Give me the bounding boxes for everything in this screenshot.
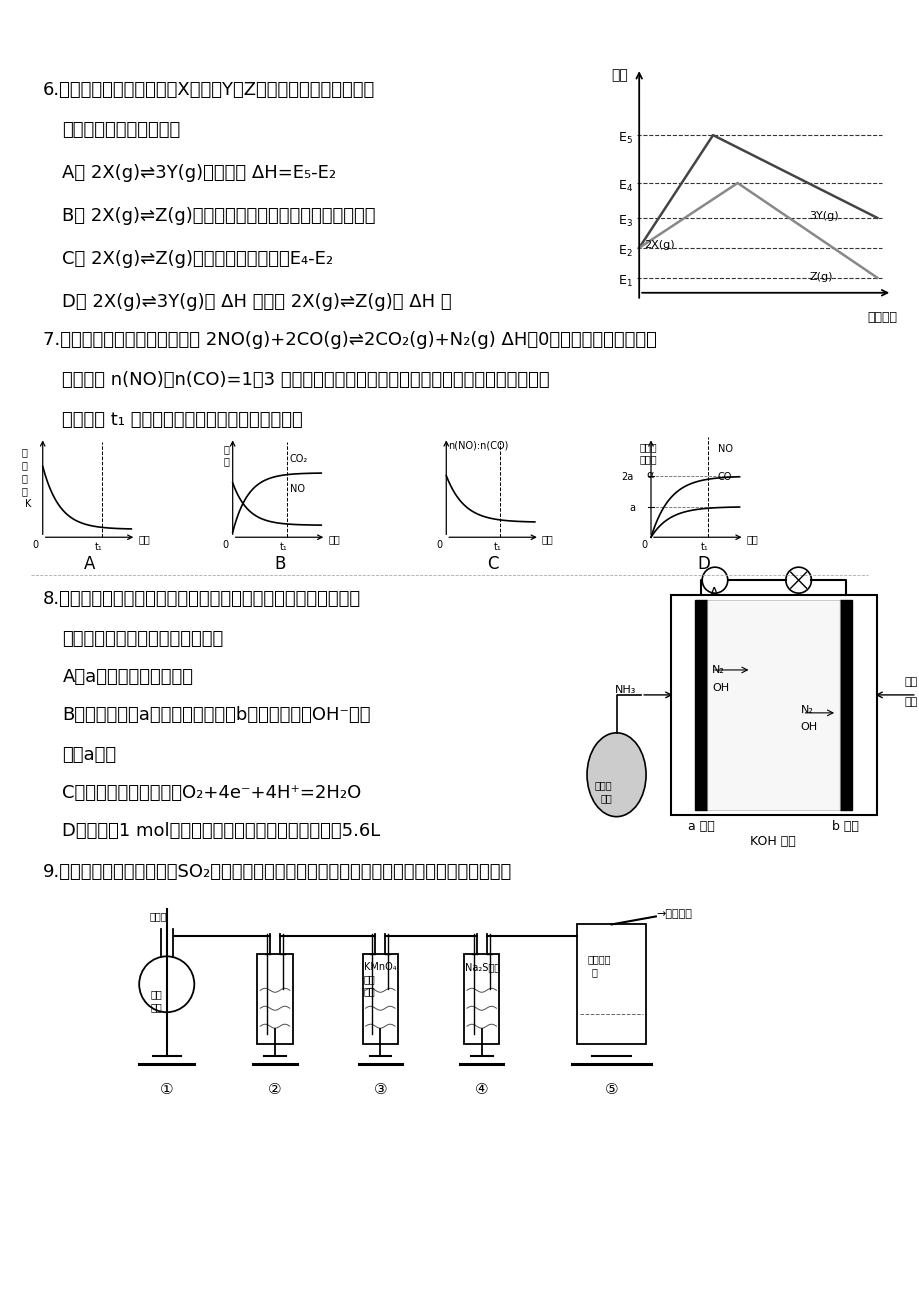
Text: 意图，下列说法错误的是（　　）: 意图，下列说法错误的是（ ）	[62, 630, 223, 648]
Text: ②: ②	[268, 1082, 281, 1098]
Text: D．每转移1 mol电子，消耗标准状况下的氧气体积为5.6L: D．每转移1 mol电子，消耗标准状况下的氧气体积为5.6L	[62, 822, 380, 840]
Text: t₁: t₁	[95, 542, 103, 552]
Text: B． 2X(g)⇌Z(g)，反应物的总能量小于生成物的总能量: B． 2X(g)⇌Z(g)，反应物的总能量小于生成物的总能量	[62, 207, 376, 225]
Text: α: α	[645, 470, 652, 480]
Text: 反应物
转化率: 反应物 转化率	[639, 443, 656, 464]
Bar	[576, 924, 645, 1044]
Text: 亚硫: 亚硫	[151, 990, 163, 999]
Text: E$_4$: E$_4$	[617, 178, 632, 194]
Text: ③: ③	[373, 1082, 387, 1098]
Text: 常: 常	[21, 474, 27, 483]
Text: 数: 数	[21, 487, 27, 496]
Text: 浓硫酸: 浓硫酸	[149, 911, 166, 922]
Text: E$_2$: E$_2$	[617, 243, 631, 259]
Text: NH₃: NH₃	[614, 685, 636, 695]
Text: B．电子流向为a电极经外电路流向b电极，溶液中OH⁻离子: B．电子流向为a电极经外电路流向b电极，溶液中OH⁻离子	[62, 706, 370, 724]
Text: NO: NO	[717, 444, 732, 454]
Text: 溶液: 溶液	[363, 987, 375, 996]
Text: 0: 0	[222, 540, 229, 551]
Text: 3Y(g): 3Y(g)	[809, 211, 838, 221]
Bar	[670, 595, 877, 815]
Bar	[839, 600, 851, 810]
Text: a 电极: a 电极	[687, 820, 714, 833]
Text: 平: 平	[21, 448, 27, 457]
Text: 时间: 时间	[745, 534, 757, 544]
Bar	[463, 954, 499, 1044]
Text: 7.　治理汽车尾气的反应之一是 2NO(g)+2CO(g)⇌2CO₂(g)+N₂(g) ΔH＜0。在恒温恒容的密闭容: 7. 治理汽车尾气的反应之一是 2NO(g)+2CO(g)⇌2CO₂(g)+N₂…	[42, 331, 656, 349]
Text: B: B	[274, 555, 285, 573]
Text: KOH 溶液: KOH 溶液	[749, 835, 795, 848]
Bar	[257, 954, 292, 1044]
Text: 反应进程: 反应进程	[867, 311, 897, 324]
Text: 器中通入 n(NO)：n(CO)=1：3 的混合气体，发生上述反应。下列图像正确且能说明反应: 器中通入 n(NO)：n(CO)=1：3 的混合气体，发生上述反应。下列图像正确…	[62, 371, 550, 388]
Text: A． 2X(g)⇌3Y(g)，反应的 ΔH=E₅-E₂: A． 2X(g)⇌3Y(g)，反应的 ΔH=E₅-E₂	[62, 164, 336, 182]
Text: 2a: 2a	[620, 473, 632, 482]
Text: 0: 0	[641, 540, 646, 551]
Text: 时间: 时间	[541, 534, 553, 544]
Text: A: A	[84, 555, 96, 573]
Text: OH: OH	[711, 684, 729, 693]
Ellipse shape	[586, 733, 645, 816]
Text: C． 2X(g)⇌Z(g)，正反应的活化能为E₄-E₂: C． 2X(g)⇌Z(g)，正反应的活化能为E₄-E₂	[62, 250, 334, 268]
Text: A: A	[709, 586, 718, 599]
Text: 水: 水	[591, 967, 597, 978]
Text: KMnO₄: KMnO₄	[363, 962, 396, 973]
Text: 液氢存: 液氢存	[595, 780, 612, 790]
Text: 9.　某化学兴趣小组为探究SO₂的性质，按如图所示装置进行实验。下列说法正确的是（　　）: 9. 某化学兴趣小组为探究SO₂的性质，按如图所示装置进行实验。下列说法正确的是…	[42, 862, 511, 880]
Text: Z(g): Z(g)	[809, 272, 832, 281]
Text: E$_3$: E$_3$	[617, 214, 631, 229]
Circle shape	[139, 957, 194, 1012]
Text: D． 2X(g)⇌3Y(g)的 ΔH 一定比 2X(g)⇌Z(g)的 ΔH 小: D． 2X(g)⇌3Y(g)的 ΔH 一定比 2X(g)⇌Z(g)的 ΔH 小	[62, 293, 451, 311]
Bar	[695, 600, 707, 810]
Text: t₁: t₁	[279, 542, 288, 552]
Text: Na₂S溶液: Na₂S溶液	[464, 962, 500, 973]
Text: C．该电池正极反应为：O₂+4e⁻+4H⁺=2H₂O: C．该电池正极反应为：O₂+4e⁻+4H⁺=2H₂O	[62, 784, 361, 802]
Text: n(NO):n(CO): n(NO):n(CO)	[448, 440, 508, 450]
Text: 在进行到 t₁ 时刻一定达到平衡状态的是（　　）: 在进行到 t₁ 时刻一定达到平衡状态的是（ ）	[62, 410, 303, 428]
Text: →尾气处理: →尾气处理	[655, 910, 691, 919]
Text: 储罐: 储罐	[600, 793, 612, 803]
Text: D: D	[697, 555, 709, 573]
Text: 趋向a电极: 趋向a电极	[62, 746, 117, 764]
Text: ⑤: ⑤	[604, 1082, 618, 1098]
Bar	[707, 600, 839, 810]
Text: 品红溶液: 品红溶液	[586, 954, 610, 965]
Text: t₁: t₁	[494, 542, 501, 552]
Text: E$_5$: E$_5$	[617, 132, 631, 146]
Text: 氧气: 氧气	[904, 677, 917, 687]
Text: A．a电极为该电池的负极: A．a电极为该电池的负极	[62, 668, 193, 686]
Text: 浓
度: 浓 度	[223, 444, 230, 466]
Text: 时间: 时间	[328, 534, 339, 544]
Text: 时间: 时间	[138, 534, 150, 544]
Text: CO₂: CO₂	[289, 454, 308, 465]
Text: 入口: 入口	[904, 697, 917, 707]
Text: OH: OH	[800, 721, 817, 732]
Text: 衡: 衡	[21, 461, 27, 470]
Text: N₂: N₂	[711, 665, 724, 674]
Text: 2X(g): 2X(g)	[643, 240, 674, 250]
Text: ①: ①	[160, 1082, 174, 1098]
Text: C: C	[487, 555, 499, 573]
Text: 能量: 能量	[611, 68, 628, 82]
Text: 6.　一定条件下，由反应物X转化为Y或Z的能量变化如图所示。下: 6. 一定条件下，由反应物X转化为Y或Z的能量变化如图所示。下	[42, 81, 375, 99]
Text: 8.　氨氧燃料电池具有很大的发展潜力。右图为某氨氧燃料电池示: 8. 氨氧燃料电池具有很大的发展潜力。右图为某氨氧燃料电池示	[42, 590, 360, 608]
Text: 列说法正确的是（　　）: 列说法正确的是（ ）	[62, 121, 180, 139]
Text: E$_1$: E$_1$	[617, 273, 631, 289]
Text: b 电极: b 电极	[832, 820, 858, 833]
Text: NO: NO	[289, 484, 304, 495]
Text: 酸性: 酸性	[363, 974, 375, 984]
Text: 0: 0	[33, 540, 39, 551]
Text: ④: ④	[474, 1082, 488, 1098]
Text: t₁: t₁	[700, 542, 709, 552]
Text: 0: 0	[436, 540, 442, 551]
Text: K: K	[25, 500, 31, 509]
Bar	[362, 954, 398, 1044]
Text: CO: CO	[717, 473, 732, 482]
Text: 酸钠: 酸钠	[151, 1003, 163, 1012]
Text: a: a	[629, 503, 634, 513]
Text: N₂: N₂	[800, 704, 812, 715]
